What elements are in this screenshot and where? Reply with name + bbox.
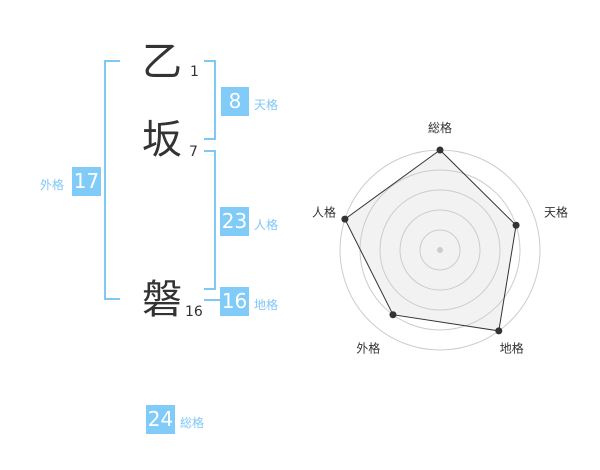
gaikaku-value: 17 xyxy=(72,167,101,196)
bracket-tick xyxy=(104,298,120,300)
radar-point xyxy=(436,146,444,154)
soukaku-label: 総格 xyxy=(180,416,205,430)
chikaku-connector xyxy=(204,299,220,301)
jinkaku-bracket xyxy=(214,150,216,290)
tenkaku-value: 8 xyxy=(221,87,249,116)
jinkaku-label: 人格 xyxy=(254,218,279,232)
radar-axis-label: 地格 xyxy=(500,341,524,356)
bracket-tick xyxy=(204,60,216,62)
radar-ring xyxy=(379,189,501,311)
radar-point xyxy=(341,215,349,223)
radar-center xyxy=(437,247,443,253)
radar-ring xyxy=(399,209,481,291)
bracket-tick xyxy=(204,150,216,152)
name-char-3: 磐 xyxy=(142,277,182,323)
radar-axis-label: 人格 xyxy=(312,204,336,219)
chikaku-value: 16 xyxy=(220,287,249,316)
name-char-2: 坂 xyxy=(142,117,182,163)
radar-axis-label: 外格 xyxy=(356,341,380,356)
radar-area xyxy=(344,150,517,331)
gaikaku-label: 外格 xyxy=(40,178,65,192)
stroke-count-3: 16 xyxy=(185,304,203,320)
soukaku-value: 24 xyxy=(146,405,175,434)
tenkaku-label: 天格 xyxy=(254,98,279,112)
radar-ring xyxy=(419,229,461,271)
bracket-tick xyxy=(204,288,216,290)
radar-point xyxy=(495,327,503,335)
jinkaku-value: 23 xyxy=(220,207,249,236)
gaikaku-bracket xyxy=(104,60,106,300)
radar-point xyxy=(389,311,397,319)
tenkaku-bracket xyxy=(214,60,216,140)
stroke-count-1: 1 xyxy=(190,64,199,80)
radar-point xyxy=(512,221,520,229)
bracket-tick xyxy=(104,60,120,62)
radar-outline xyxy=(344,149,517,332)
name-char-1: 乙 xyxy=(142,39,182,85)
radar-axis-label: 天格 xyxy=(544,204,568,219)
bracket-tick xyxy=(204,138,216,140)
stroke-count-2: 7 xyxy=(189,144,198,160)
radar-axis-label: 総格 xyxy=(428,120,452,135)
chikaku-label: 地格 xyxy=(254,298,279,312)
